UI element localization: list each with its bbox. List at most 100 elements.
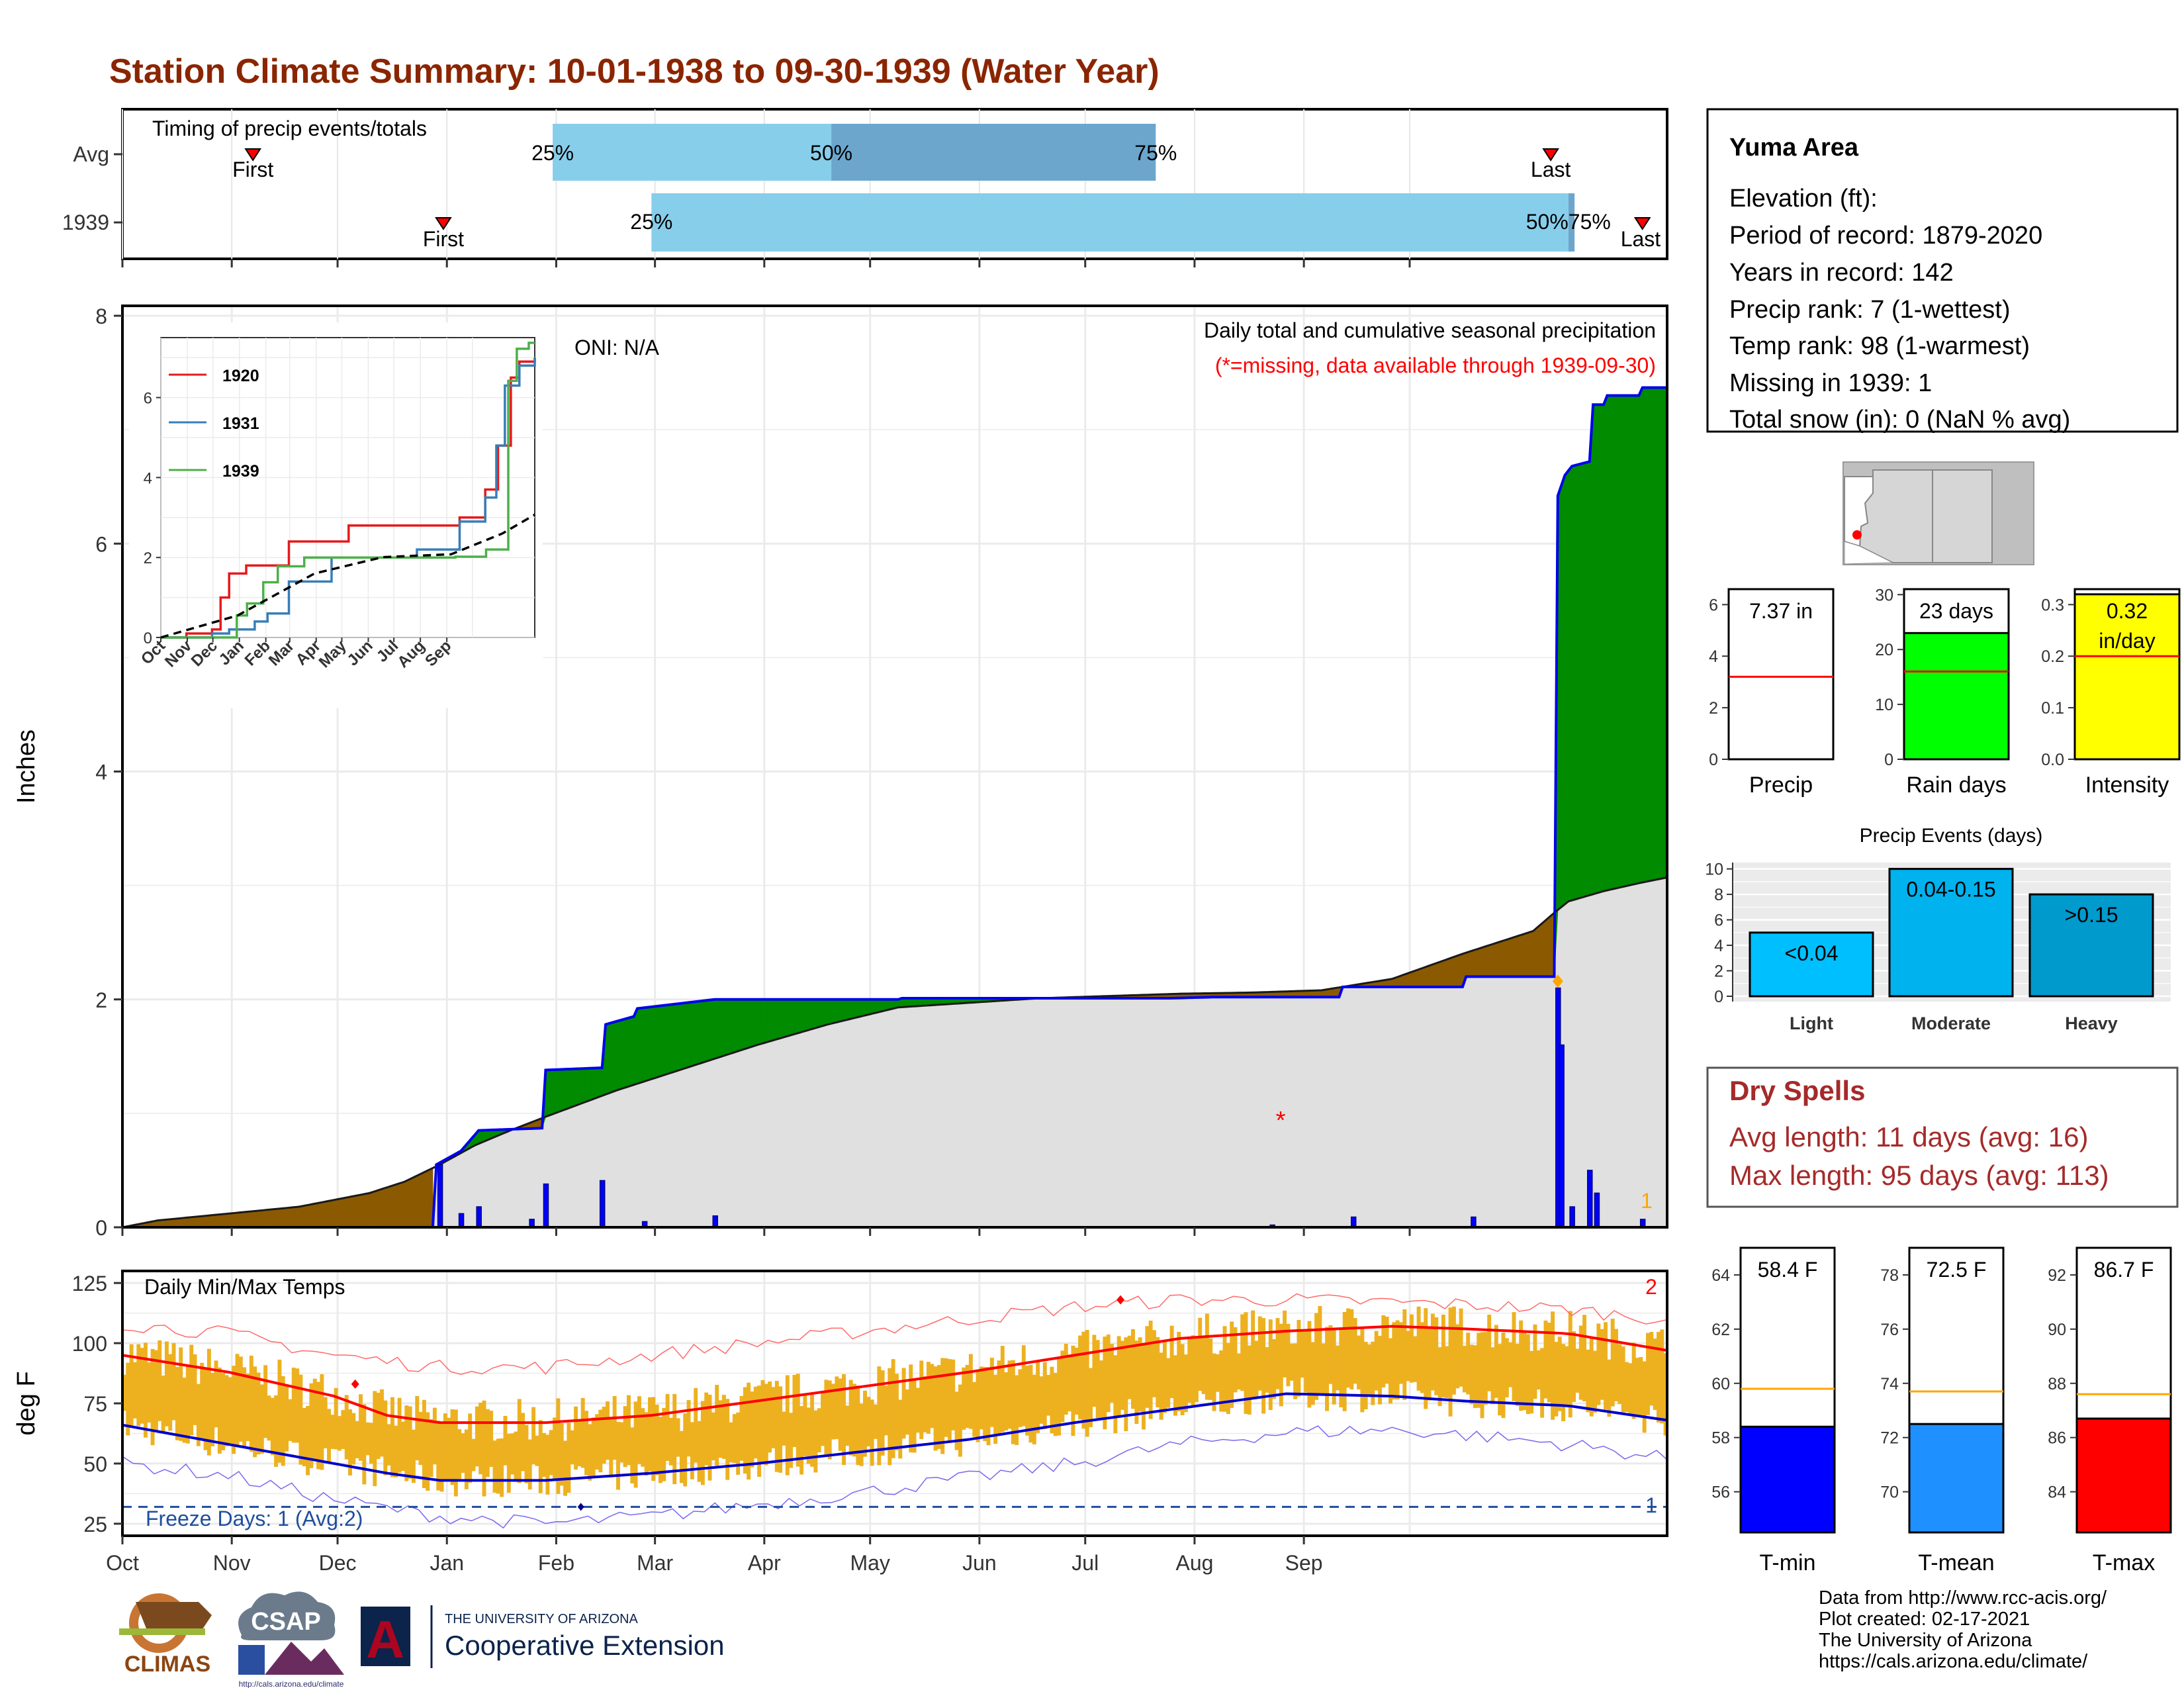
temp-y-tick-label: 75 bbox=[83, 1392, 107, 1416]
daily-temp-bar bbox=[584, 1411, 588, 1476]
daily-temp-bar bbox=[196, 1383, 201, 1446]
daily-temp-bar bbox=[1007, 1360, 1012, 1429]
daily-temp-bar bbox=[1046, 1375, 1051, 1416]
dry-spells-max: Max length: 95 days (avg: 113) bbox=[1729, 1160, 2109, 1191]
daily-temp-bar bbox=[1607, 1359, 1612, 1417]
daily-temp-bar bbox=[1649, 1332, 1654, 1406]
daily-temp-bar bbox=[1148, 1321, 1153, 1419]
daily-temp-bar bbox=[697, 1421, 702, 1482]
daily-temp-bar bbox=[1159, 1352, 1163, 1420]
daily-temp-bar bbox=[842, 1374, 846, 1466]
daily-temp-bar bbox=[1244, 1312, 1248, 1414]
daily-temp-bar bbox=[1427, 1326, 1432, 1401]
daily-temp-bar bbox=[1424, 1308, 1428, 1409]
daily-temp-bar bbox=[1536, 1350, 1541, 1390]
tmin-tick-label: 62 bbox=[1711, 1321, 1730, 1339]
temp-x-tick-label: Apr bbox=[748, 1551, 781, 1575]
daily-temp-bar bbox=[686, 1400, 691, 1457]
daily-temp-bar bbox=[298, 1374, 303, 1465]
events-bar-light bbox=[1749, 931, 1874, 998]
daily-temp-bar bbox=[312, 1378, 317, 1460]
daily-temp-bar bbox=[206, 1348, 211, 1456]
daily-temp-bar bbox=[1374, 1331, 1379, 1391]
daily-temp-bar bbox=[263, 1365, 268, 1438]
daily-temp-bar bbox=[813, 1410, 818, 1473]
daily-temp-bar bbox=[323, 1397, 328, 1448]
inset-y-tick-label: 2 bbox=[144, 549, 152, 567]
avg-p25-label: 25% bbox=[531, 141, 574, 165]
avg-bar-q2 bbox=[831, 124, 1156, 181]
tmean-axis-label: T-mean bbox=[1918, 1550, 1994, 1575]
daily-temp-bar bbox=[1304, 1330, 1308, 1393]
info-precip-rank: Precip rank: 7 (1-wettest) bbox=[1729, 296, 2010, 324]
events-category-label: Heavy bbox=[2065, 1013, 2118, 1033]
daily-temp-bar bbox=[1205, 1313, 1209, 1400]
daily-temp-bar bbox=[415, 1395, 420, 1461]
daily-temp-bar bbox=[1437, 1347, 1442, 1407]
daily-temp-bar bbox=[683, 1413, 688, 1487]
daily-temp-bar bbox=[559, 1423, 564, 1486]
average-cumulative-line bbox=[122, 876, 1667, 1227]
tmax-tick-label: 88 bbox=[2048, 1375, 2066, 1393]
timing-row-avg: Avg bbox=[73, 142, 109, 166]
tmax-bar bbox=[2075, 1417, 2172, 1534]
daily-temp-bar bbox=[369, 1423, 373, 1464]
events-y-tick-label: 8 bbox=[1714, 886, 1723, 904]
dry-spells-box: Dry Spells Avg length: 11 days (avg: 16)… bbox=[1706, 1066, 2179, 1208]
daily-temp-bar bbox=[676, 1418, 680, 1457]
daily-temp-bar bbox=[189, 1344, 194, 1436]
daily-precip-bar bbox=[1639, 1219, 1646, 1227]
daily-temp-bar bbox=[1371, 1341, 1375, 1405]
daily-temp-bar bbox=[158, 1340, 162, 1421]
daily-temp-bar bbox=[1247, 1345, 1251, 1415]
daily-temp-bar bbox=[1504, 1338, 1509, 1397]
y1939-bar-q2 bbox=[1568, 193, 1575, 252]
daily-temp-bar bbox=[143, 1342, 148, 1438]
daily-temp-bar bbox=[1388, 1338, 1392, 1404]
daily-temp-bar bbox=[453, 1409, 458, 1497]
daily-temp-bar bbox=[246, 1374, 250, 1442]
daily-temp-bar bbox=[986, 1367, 991, 1446]
daily-precip-bar bbox=[543, 1183, 549, 1227]
tmin-tick-label: 60 bbox=[1711, 1375, 1730, 1393]
daily-temp-bar bbox=[989, 1358, 994, 1427]
daily-precip-bar bbox=[599, 1180, 606, 1227]
daily-temp-bar bbox=[905, 1389, 909, 1435]
ua-small-text: THE UNIVERSITY OF ARIZONA bbox=[445, 1612, 639, 1626]
daily-temp-bar bbox=[570, 1430, 574, 1465]
daily-temp-bar bbox=[1610, 1319, 1615, 1407]
daily-temp-bar bbox=[940, 1358, 945, 1454]
daily-temp-bar bbox=[944, 1358, 948, 1437]
daily-temp-bar bbox=[373, 1391, 377, 1487]
daily-temp-bar bbox=[1183, 1354, 1188, 1413]
rain_days-bar bbox=[1903, 632, 2010, 761]
daily-temp-bar bbox=[394, 1425, 398, 1477]
y1939-bar-q1 bbox=[651, 193, 1569, 252]
daily-temp-bar bbox=[182, 1378, 187, 1443]
daily-temp-bar bbox=[1639, 1357, 1643, 1415]
daily-precip-bar bbox=[1559, 1044, 1565, 1227]
daily-temp-bar bbox=[1060, 1350, 1065, 1423]
csap-mountain bbox=[265, 1642, 344, 1675]
inset-frame bbox=[160, 337, 535, 638]
daily-temp-bar bbox=[1015, 1375, 1019, 1445]
precip-value-label: 7.37 in bbox=[1749, 599, 1813, 623]
precip-tick-label: 6 bbox=[1709, 596, 1718, 614]
daily-temp-bar bbox=[259, 1384, 264, 1454]
tmax-axis-label: T-max bbox=[2093, 1550, 2155, 1575]
daily-temp-bar bbox=[1039, 1376, 1044, 1424]
daily-temp-bar bbox=[224, 1375, 229, 1446]
avg-p75-label: 75% bbox=[1134, 141, 1177, 165]
precip-panel-title: Daily total and cumulative seasonal prec… bbox=[1204, 318, 1656, 342]
daily-temp-bar bbox=[1416, 1306, 1421, 1391]
daily-temp-bar bbox=[1631, 1342, 1636, 1419]
daily-temp-bar bbox=[993, 1374, 998, 1444]
daily-temp-bar bbox=[1462, 1346, 1467, 1393]
ua-logo-letter: A bbox=[366, 1610, 404, 1669]
daily-temp-bar bbox=[651, 1397, 656, 1481]
temp-x-tick-label: Jul bbox=[1071, 1551, 1099, 1575]
daily-temp-bar bbox=[1557, 1336, 1562, 1411]
daily-temp-bar bbox=[711, 1412, 715, 1461]
daily-temp-bar bbox=[915, 1387, 920, 1433]
daily-temp-bar bbox=[789, 1413, 794, 1468]
